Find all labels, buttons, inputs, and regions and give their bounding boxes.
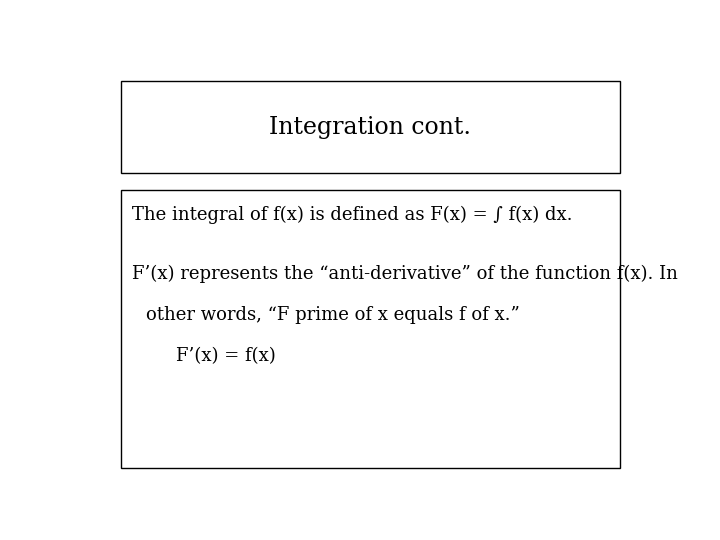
Text: Integration cont.: Integration cont. [269,116,472,139]
Text: The integral of f(x) is defined as F(x) = ∫ f(x) dx.: The integral of f(x) is defined as F(x) … [132,206,572,225]
Text: F’(x) represents the “anti-derivative” of the function f(x). In: F’(x) represents the “anti-derivative” o… [132,265,678,282]
FancyBboxPatch shape [121,82,620,173]
FancyBboxPatch shape [121,190,620,468]
Text: F’(x) = f(x): F’(x) = f(x) [176,348,276,366]
Text: other words, “F prime of x equals f of x.”: other words, “F prime of x equals f of x… [145,306,520,324]
